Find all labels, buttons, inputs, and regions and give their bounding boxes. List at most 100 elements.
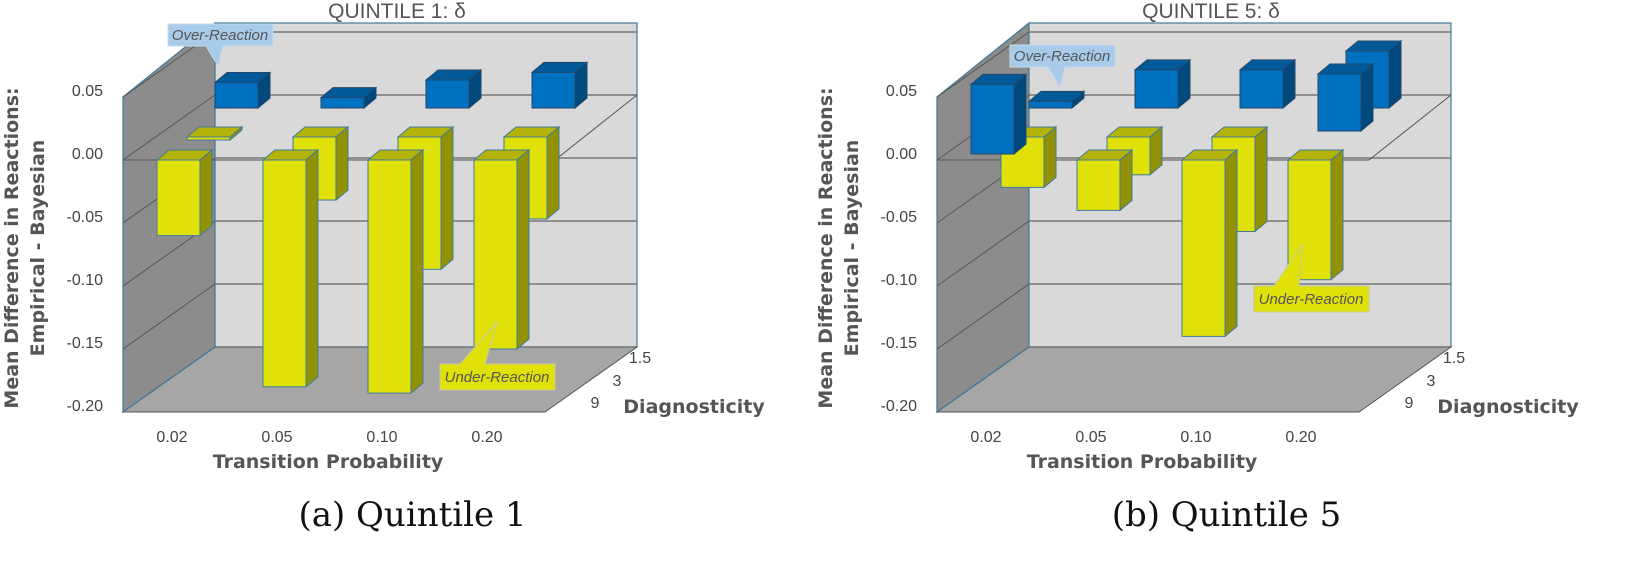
bar-side-face [305,148,319,388]
bar-side-face [410,148,424,395]
z-tick-label: 9 [591,395,600,412]
y-axis-title-line2: Empirical - Bayesian [841,140,863,357]
bar-side-face [1224,148,1238,338]
bar-front-face [473,159,518,350]
x-tick-label: 0.05 [261,429,292,446]
z-axis-title: Diagnosticity [623,396,765,418]
bar-front-face [214,82,259,109]
bar-front-face [425,79,470,109]
x-tick-label: 0.10 [1180,429,1211,446]
x-tick-label: 0.20 [1285,429,1316,446]
callout-under-reaction: Under-Reaction [1253,243,1370,313]
gridline-side [936,283,1030,350]
x-tick-label: 0.20 [471,429,502,446]
bar-0.02-diag-3 [185,125,244,142]
floor-edge [122,346,216,413]
bar-0.20-diag-3 [1316,62,1375,133]
callout-under-shape [1253,243,1370,313]
gridline-side [122,283,216,350]
callout-under-shape [439,321,556,391]
callout-over-shape [167,23,274,68]
callout-over-reaction: Over-Reaction [1009,44,1116,89]
bar-side-face [1360,62,1374,133]
callout-over-reaction: Over-Reaction [167,23,274,68]
bar-0.05-diag-9 [1075,148,1134,212]
z-tick-label: 1.5 [629,350,651,367]
y-axis-title-line1: Mean Difference in Reactions: [815,87,837,408]
callout-under-text: Under-Reaction [445,369,550,386]
gridline-side [936,220,1030,287]
bar-0.02-diag-1.5 [1027,90,1086,110]
bar-side-face [335,125,349,202]
x-tick-label: 0.02 [970,429,1001,446]
y-tick-label: -0.10 [67,272,104,289]
x-tick-label: 0.02 [156,429,187,446]
bar-side-face [1330,148,1344,281]
bar-0.20-diag-9 [472,148,531,351]
bar-side-face [440,125,454,271]
y-tick-label: -0.05 [67,209,104,226]
y-tick-label: -0.20 [881,398,918,415]
bar-0.05-diag-1.5 [1133,58,1192,110]
y-tick-label: 0.00 [72,146,103,163]
bar-side-face [1043,125,1057,189]
bar-side-face [1013,73,1027,156]
y-axis-title-line2: Empirical - Bayesian [27,140,49,357]
chart-title: QUINTILE 1: δ [328,0,466,23]
bar-0.10-diag-1.5 [1238,58,1297,110]
bar-side-face [1254,125,1268,233]
callout-under-reaction: Under-Reaction [439,321,556,391]
bar-side-face [1119,148,1133,212]
depth-axis-line [1368,94,1452,161]
bar-front-face [1076,159,1121,211]
bar-front-face [1134,69,1179,109]
bar-0.02-diag-9 [969,73,1028,156]
y-axis-title-line1: Mean Difference in Reactions: [1,87,23,408]
callout-over-text: Over-Reaction [1014,48,1110,65]
y-tick-label: 0.05 [886,83,917,100]
y-tick-label: -0.10 [881,272,918,289]
bar-front-face [262,159,307,388]
gridline-side [936,31,1030,98]
y-tick-label: -0.20 [67,398,104,415]
bar-front-face [1317,73,1362,132]
callout-over-text: Over-Reaction [172,27,268,44]
z-tick-label: 3 [1427,373,1436,390]
chart-quintile-5: QUINTILE 5: δ 0.05 0.00 -0.05 -0.10 -0.15 -0.2… [815,0,1579,473]
chart-quintile-1: QUINTILE 1: δ 0.05 0.00 -0.05 -0.10 -0.15 -0.2… [1,0,765,473]
y-tick-label: 0.05 [72,83,103,100]
callout-under-text: Under-Reaction [1259,291,1364,308]
floor-edge [936,346,1030,413]
bar-front-face [1239,69,1284,109]
chart-title: QUINTILE 5: δ [1142,0,1280,23]
z-axis-title: Diagnosticity [1437,396,1579,418]
bar-front-face [186,136,231,141]
x-tick-label: 0.10 [366,429,397,446]
bar-front-face [156,159,201,237]
bar-side-face [516,148,530,351]
bar-0.02-diag-1.5 [213,71,272,110]
caption-quintile-1: (a) Quintile 1 [298,495,527,535]
bar-side-face [546,125,560,220]
bar-front-face [1028,100,1073,109]
caption-quintile-5: (b) Quintile 5 [1111,495,1342,535]
x-axis-title: Transition Probability [213,451,444,473]
z-tick-label: 9 [1405,395,1414,412]
bar-side-face [199,148,213,237]
callout-over-shape [1009,44,1116,89]
bar-0.05-diag-1.5 [319,86,378,110]
bar-0.10-diag-9 [366,148,425,395]
bar-0.02-diag-9 [155,148,214,237]
bar-side-face [1388,39,1402,110]
z-tick-label: 3 [613,373,622,390]
x-axis-title: Transition Probability [1027,451,1258,473]
y-tick-label: 0.00 [886,146,917,163]
bar-0.10-diag-9 [1180,148,1239,338]
bar-front-face [531,71,576,109]
panel-quintile-5: QUINTILE 5: δ 0.05 0.00 -0.05 -0.10 -0.15 -0.2… [814,0,1639,564]
bar-front-face [320,97,365,109]
gridline-side [122,94,216,161]
bar-front-face [1181,159,1226,337]
panel-quintile-1: QUINTILE 1: δ 0.05 0.00 -0.05 -0.10 -0.15 -0.2… [1,0,765,535]
bar-0.10-diag-1.5 [424,68,483,110]
